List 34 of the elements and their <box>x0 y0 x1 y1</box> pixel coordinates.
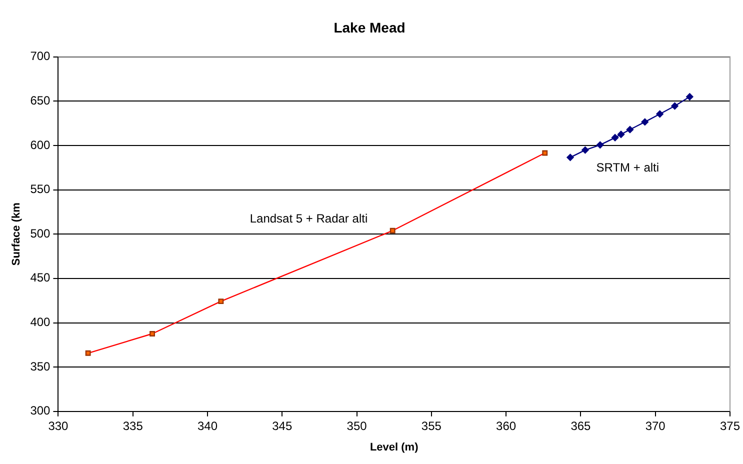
y-axis-title: Surface (km <box>10 202 23 266</box>
x-tick-label: 330 <box>48 418 69 433</box>
y-tick-label: 350 <box>30 359 51 374</box>
series-label: SRTM + alti <box>596 160 660 174</box>
x-tick-label: 375 <box>720 418 740 433</box>
point <box>656 110 664 118</box>
chart-title: Lake Mead <box>334 19 406 36</box>
y-tick-label: 500 <box>30 226 51 240</box>
point <box>566 154 574 162</box>
y-tick-label: 450 <box>30 270 51 285</box>
point <box>626 126 634 134</box>
series-label: Landsat 5 + Radar alti <box>250 212 368 226</box>
y-tick-label: 700 <box>30 49 51 64</box>
x-tick-label: 370 <box>645 418 666 433</box>
x-tick-label: 350 <box>346 418 368 433</box>
point <box>617 130 625 138</box>
y-tick-label: 550 <box>30 182 51 196</box>
point <box>686 93 694 100</box>
x-axis-title: Level (m) <box>370 441 419 454</box>
x-tick-label: 335 <box>122 418 144 433</box>
x-tick-label: 355 <box>421 418 442 433</box>
x-tick-label: 345 <box>272 418 292 433</box>
x-tick-label: 340 <box>197 418 218 433</box>
y-tick-label: 600 <box>30 138 51 152</box>
point <box>582 146 589 154</box>
y-tick-label: 650 <box>30 93 51 108</box>
y-tick-label: 300 <box>30 404 51 418</box>
point <box>611 134 619 142</box>
x-tick-label: 365 <box>570 418 592 433</box>
point <box>671 102 678 110</box>
y-tick-label: 400 <box>30 315 51 330</box>
point <box>641 118 648 126</box>
point <box>596 141 604 149</box>
x-tick-label: 360 <box>496 418 516 433</box>
